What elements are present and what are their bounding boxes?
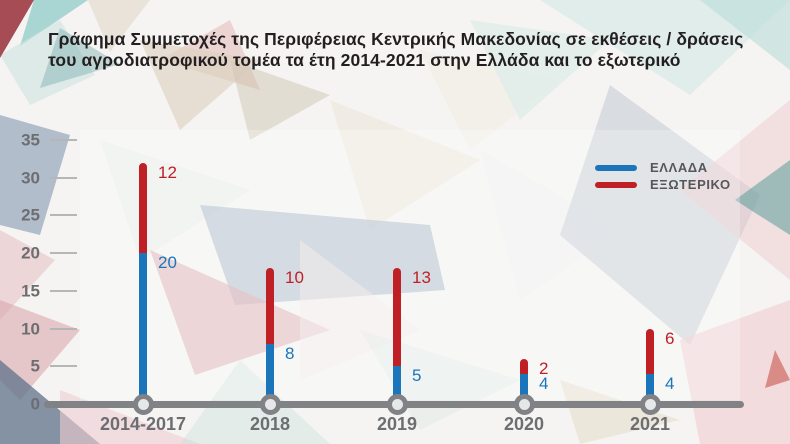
value-label-exoteriko: 13 (412, 268, 431, 288)
y-axis-tick-mark (50, 252, 77, 255)
axis-point-marker (132, 393, 154, 415)
legend-swatch-red (595, 181, 637, 188)
bar-segment-exoteriko (520, 358, 528, 374)
value-label-ellada: 4 (539, 373, 549, 393)
y-axis-tick-mark (50, 214, 77, 217)
y-axis-tick-label: 15 (21, 281, 40, 301)
x-axis-category-label: 2021 (629, 414, 671, 434)
bar-segment-ellada (266, 343, 274, 404)
value-label-exoteriko: 6 (665, 328, 675, 348)
y-axis-tick-mark (50, 138, 77, 141)
chart-title-line-1: Γράφημα Συμμετοχές της Περιφέρειας Κεντρ… (48, 29, 744, 49)
bar-segment-exoteriko (393, 268, 401, 367)
value-label-ellada: 20 (158, 253, 177, 273)
value-label-ellada: 5 (412, 366, 422, 386)
y-axis-tick-label: 0 (30, 394, 40, 414)
y-axis-tick-label: 25 (21, 205, 40, 225)
legend-swatch-blue (595, 164, 637, 171)
value-label-exoteriko: 2 (539, 358, 549, 378)
legend-label-exoteriko: ΕΞΩΤΕΡΙΚΟ (650, 177, 731, 192)
bar-segment-exoteriko (266, 268, 274, 344)
x-axis-category-label: 2020 (503, 414, 545, 434)
x-axis-category-label: 2014-2017 (99, 414, 187, 434)
bar-segment-ellada (520, 373, 528, 404)
legend-label-ellada: ΕΛΛΑΔΑ (650, 160, 708, 175)
y-axis-tick-label: 5 (30, 356, 40, 376)
y-axis-tick-mark (50, 365, 77, 368)
y-axis-tick-mark (50, 176, 77, 179)
chart-title: Γράφημα Συμμετοχές της Περιφέρειας Κεντρ… (48, 29, 758, 71)
value-label-ellada: 4 (665, 373, 675, 393)
y-axis-tick-label: 10 (21, 319, 40, 339)
axis-point-marker (386, 393, 408, 415)
bar-segment-ellada (393, 366, 401, 404)
x-axis-category-label: 2019 (376, 414, 418, 434)
y-axis-tick-label: 20 (21, 243, 40, 263)
x-axis-category-label: 2018 (249, 414, 291, 434)
axis-point-marker (513, 393, 535, 415)
bar-segment-ellada (139, 253, 147, 404)
legend-item-ellada: ΕΛΛΑΔΑ (595, 159, 731, 176)
y-axis-tick-mark (50, 289, 77, 292)
axis-point-marker (639, 393, 661, 415)
y-axis-tick-label: 35 (21, 130, 40, 150)
bar-segment-exoteriko (139, 162, 147, 254)
value-label-exoteriko: 12 (158, 162, 177, 182)
y-axis-tick-label: 30 (21, 168, 40, 188)
value-label-exoteriko: 10 (285, 268, 304, 288)
bar-segment-exoteriko (646, 328, 654, 374)
y-axis-tick-mark (50, 327, 77, 330)
axis-point-marker (259, 393, 281, 415)
legend-item-exoteriko: ΕΞΩΤΕΡΙΚΟ (595, 176, 731, 193)
legend: ΕΛΛΑΔΑ ΕΞΩΤΕΡΙΚΟ (595, 159, 731, 193)
chart-title-line-2: του αγροδιατροφικού τομέα τα έτη 2014-20… (48, 50, 681, 70)
bar-segment-ellada (646, 373, 654, 404)
value-label-ellada: 8 (285, 343, 295, 363)
